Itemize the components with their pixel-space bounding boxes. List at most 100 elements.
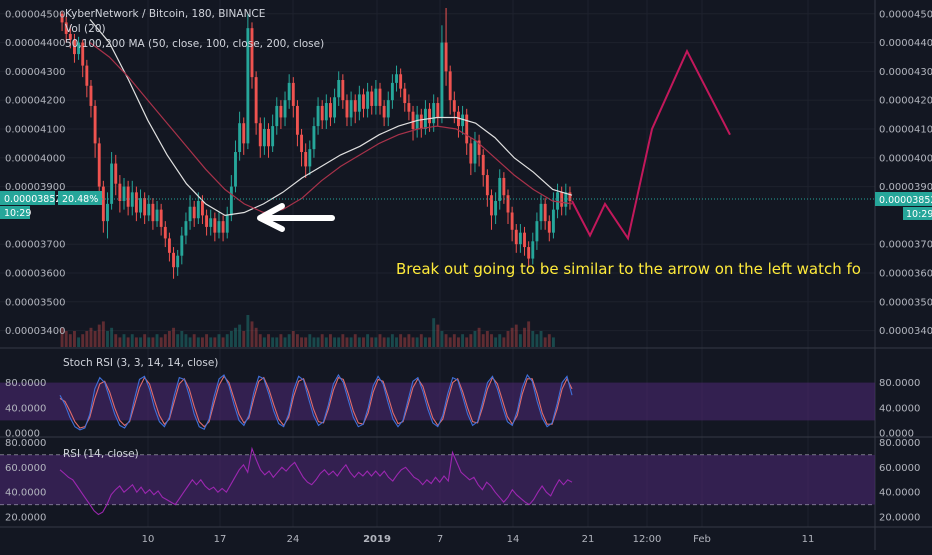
volume-bar — [143, 334, 147, 347]
rsi-label: RSI (14, close) — [63, 448, 139, 460]
svg-text:0.00003852: 0.00003852 — [4, 194, 61, 205]
price-tick-label-left: 0.00004300 — [5, 67, 65, 78]
volume-bar — [85, 331, 89, 347]
volume-bar — [308, 334, 312, 347]
candle-body — [477, 140, 481, 155]
candle-body — [403, 88, 407, 104]
candle-body — [85, 65, 89, 86]
candle-body — [539, 203, 543, 222]
candle-body — [382, 105, 386, 118]
candle-body — [89, 85, 93, 106]
volume-bar — [518, 334, 522, 347]
volume-bar — [114, 334, 118, 347]
candle-body — [205, 215, 209, 227]
stoch-tick-label-left: 40.0000 — [5, 403, 46, 414]
volume-bar — [159, 337, 163, 347]
candle-body — [407, 103, 411, 112]
volume-bar — [423, 337, 427, 347]
volume-bar — [130, 334, 134, 347]
volume-label: Vol (20) — [65, 23, 106, 35]
volume-bar — [316, 337, 320, 347]
volume-bar — [370, 337, 374, 347]
volume-bar — [77, 337, 81, 347]
volume-bar — [176, 334, 180, 347]
volume-bar — [180, 331, 184, 347]
price-tick-label: 0.00003400 — [879, 326, 932, 337]
volume-bar — [535, 334, 539, 347]
candle-body — [370, 91, 374, 106]
volume-bar — [415, 337, 419, 347]
projection-line — [571, 48, 731, 241]
candle-body — [457, 111, 460, 127]
left-arrow-icon — [257, 203, 335, 232]
stoch-tick-label-left: 80.0000 — [5, 378, 46, 389]
time-tick-label: Feb — [693, 534, 711, 545]
ma-50-line — [89, 19, 573, 217]
candle-body — [568, 192, 572, 201]
price-tick-label: 0.00004100 — [879, 124, 932, 135]
price-axis: 0.00004500 0.00004500 0.00004400 0.00004400… — [5, 9, 932, 523]
candle-body — [242, 123, 246, 144]
volume-bar — [295, 334, 299, 347]
volume-bar — [382, 337, 386, 347]
candle-body — [428, 108, 431, 124]
svg-text:20.48%: 20.48% — [62, 194, 98, 205]
volume-bar — [184, 334, 188, 347]
candle-body — [118, 183, 122, 201]
volume-bar — [419, 334, 423, 347]
volume-bar — [514, 324, 518, 347]
volume-bar — [502, 337, 506, 347]
volume-bar — [506, 331, 510, 347]
candle-body — [110, 163, 114, 204]
volume-bar — [246, 315, 250, 347]
volume-bar — [531, 331, 535, 347]
candle-body — [106, 203, 109, 222]
symbol-title: KyberNetwork / Bitcoin, 180, BINANCE — [65, 8, 265, 20]
volume-bar — [238, 324, 242, 347]
volume-bar — [390, 334, 394, 347]
candle-body — [329, 103, 332, 118]
candle-body — [473, 140, 477, 164]
candle-body — [122, 186, 126, 201]
volume-bar — [234, 327, 237, 347]
volume-bar — [163, 334, 167, 347]
candle-body — [353, 100, 357, 112]
candle-body — [283, 100, 287, 118]
candle-body — [167, 238, 171, 253]
candle-body — [390, 82, 394, 101]
candle-body — [490, 195, 493, 216]
candle-body — [345, 100, 349, 118]
volume-bar — [60, 327, 64, 347]
volume-bar — [188, 337, 192, 347]
candle-body — [221, 221, 225, 233]
candle-body — [316, 105, 320, 127]
price-tick-label-left: 0.00003400 — [5, 326, 65, 337]
ma-label: 50,100,200 MA (50, close, 100, close, 20… — [65, 38, 324, 50]
moving-average-lines — [89, 19, 573, 217]
svg-text:10:29: 10:29 — [906, 209, 932, 220]
candle-body — [271, 126, 275, 147]
volume-bar — [539, 331, 543, 347]
candle-body — [180, 235, 184, 256]
rsi-tick-label-left: 20.0000 — [5, 513, 46, 524]
volume-bar — [312, 337, 316, 347]
candle-body — [498, 177, 502, 201]
candle-body — [192, 206, 196, 219]
candle-body — [291, 82, 295, 106]
candle-body — [523, 232, 526, 248]
candle-body — [64, 22, 68, 34]
volume-bar — [324, 337, 328, 347]
candle-body — [97, 143, 101, 187]
volume-bar — [386, 337, 390, 347]
candle-body — [564, 192, 568, 207]
volume-bar — [477, 327, 481, 347]
candle-body — [196, 200, 200, 219]
candle-body — [444, 42, 448, 72]
price-tick-label-left: 0.00003900 — [5, 182, 65, 193]
candle-body — [312, 126, 316, 150]
volume-bar — [134, 337, 138, 347]
volume-bar — [217, 334, 221, 347]
volume-bar — [490, 334, 493, 347]
